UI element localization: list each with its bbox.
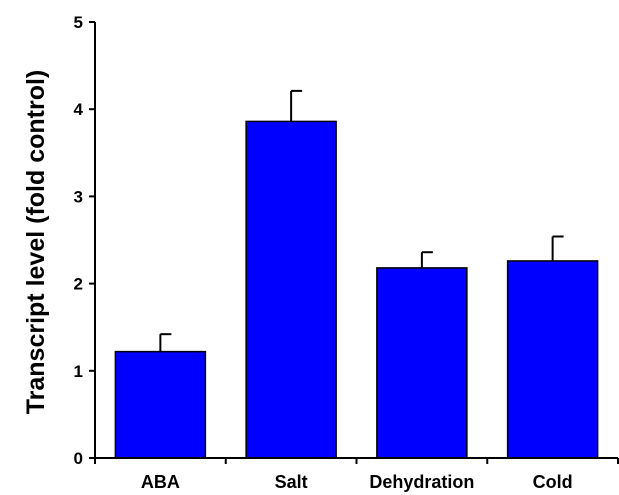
- x-tick-label-salt: Salt: [275, 472, 308, 492]
- y-tick-label: 4: [74, 100, 84, 119]
- bar-salt: [245, 120, 337, 459]
- x-tick-label-dehydration: Dehydration: [369, 472, 474, 492]
- bar-dehydration: [376, 267, 468, 459]
- y-tick-label: 2: [74, 275, 83, 294]
- bar-cold: [506, 260, 599, 459]
- x-tick-label-cold: Cold: [533, 472, 573, 492]
- y-axis-label: Transcript level (fold control): [22, 70, 50, 415]
- x-tick-label-aba: ABA: [141, 472, 180, 492]
- y-tick-label: 5: [74, 13, 83, 32]
- y-tick-label: 3: [74, 187, 83, 206]
- plot-area: 0 1 2 3 4 5 ABA Salt Dehydration Cold: [74, 13, 619, 492]
- bar-aba: [114, 350, 207, 459]
- y-tick-label: 0: [74, 449, 83, 468]
- y-tick-label: 1: [74, 362, 83, 381]
